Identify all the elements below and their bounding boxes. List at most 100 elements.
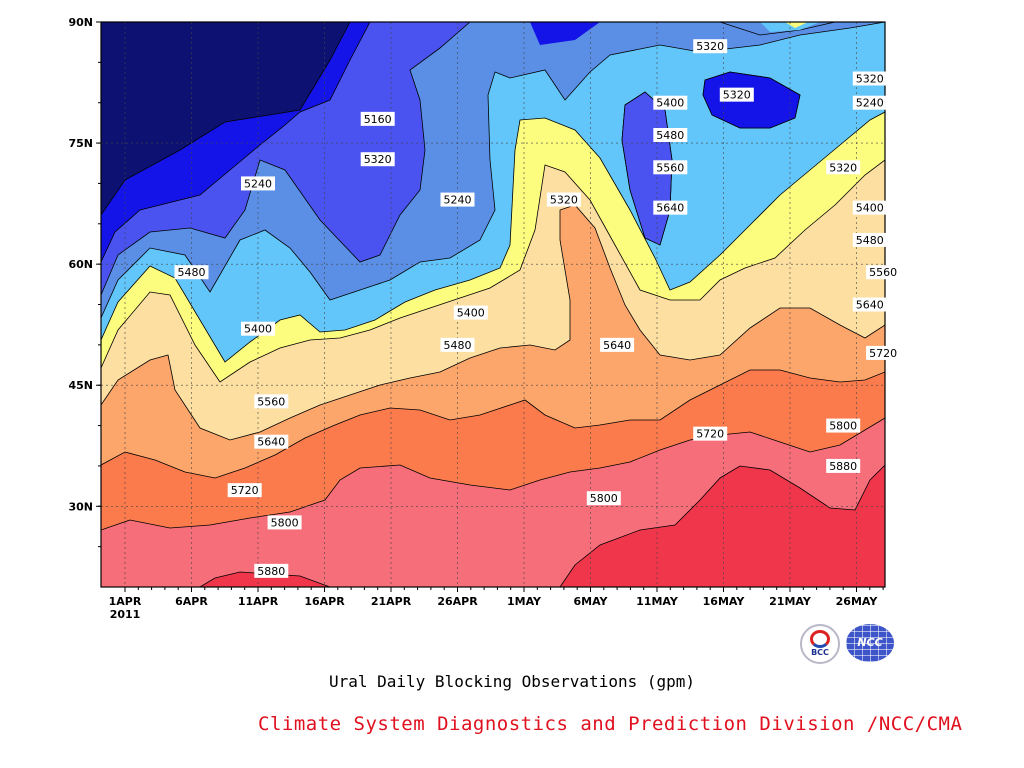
svg-text:5640: 5640 — [603, 339, 631, 352]
contour-value-label: 5560 — [254, 394, 289, 409]
contour-value-label: 5240 — [852, 95, 887, 110]
svg-text:5480: 5480 — [856, 234, 884, 247]
svg-text:5320: 5320 — [856, 73, 884, 86]
y-tick-label: 75N — [68, 137, 93, 150]
svg-text:5560: 5560 — [869, 266, 897, 279]
svg-text:5400: 5400 — [244, 323, 272, 336]
contour-value-label: 5800 — [586, 491, 621, 506]
axis-ticks — [96, 21, 884, 592]
contour-value-label: 5640 — [852, 297, 887, 312]
contour-value-label: 5320 — [693, 39, 728, 54]
svg-text:5720: 5720 — [231, 484, 259, 497]
x-tick-label: 21APR — [371, 595, 412, 608]
contour-labels: 5160 5240 5320 5240 5320 5320 5320 5400 5480 5560… — [174, 39, 901, 578]
svg-text:5400: 5400 — [656, 97, 684, 110]
contour-value-label: 5720 — [227, 483, 262, 498]
contour-value-label: 5560 — [653, 160, 688, 175]
svg-text:5800: 5800 — [271, 516, 299, 529]
x-tick-label: 1APR — [109, 595, 142, 608]
contour-value-label: 5800 — [267, 515, 302, 530]
contour-value-label: 5320 — [826, 160, 861, 175]
x-tick-label: 16APR — [304, 595, 345, 608]
y-tick-label: 30N — [68, 500, 93, 513]
contour-value-label: 5720 — [693, 426, 728, 441]
svg-text:5400: 5400 — [457, 307, 485, 320]
contour-value-label: 5320 — [360, 152, 395, 167]
blob-top-inner — [785, 22, 808, 28]
contour-value-label: 5800 — [826, 418, 861, 433]
blob-top-dark — [530, 22, 600, 45]
contour-value-label: 5160 — [360, 111, 395, 126]
contour-value-label: 5320 — [546, 192, 581, 207]
contour-value-label: 5240 — [241, 176, 275, 191]
x-tick-label: 6MAY — [573, 595, 608, 608]
contour-value-label: 5880 — [826, 458, 861, 473]
contour-value-label: 5240 — [440, 192, 475, 207]
y-tick-label: 60N — [68, 258, 93, 271]
svg-text:5720: 5720 — [696, 428, 724, 441]
svg-text:5320: 5320 — [364, 153, 392, 166]
contour-value-label: 5640 — [254, 434, 289, 449]
x-tick-label: 26APR — [437, 595, 478, 608]
bcc-logo: BCC — [800, 624, 840, 664]
svg-text:5320: 5320 — [550, 194, 578, 207]
y-axis-labels: 30N 45N 60N 75N 90N — [68, 16, 93, 513]
svg-text:5240: 5240 — [444, 194, 472, 207]
svg-text:5240: 5240 — [856, 97, 884, 110]
y-tick-label: 45N — [68, 379, 93, 392]
svg-text:5400: 5400 — [856, 202, 884, 215]
x-tick-label: 6APR — [175, 595, 208, 608]
svg-text:5240: 5240 — [244, 177, 272, 190]
contour-value-label: 5880 — [254, 563, 289, 578]
contour-value-label: 5480 — [852, 232, 887, 247]
ncc-logo: NCC — [846, 624, 894, 662]
svg-text:5320: 5320 — [723, 89, 751, 102]
x-tick-label: 26MAY — [836, 595, 879, 608]
contour-value-label: 5640 — [600, 337, 635, 352]
ncc-logo-text: NCC — [857, 636, 883, 649]
y-tick-label: 90N — [68, 16, 93, 29]
globe-grid-icon — [846, 624, 894, 662]
bcc-ring-icon — [810, 630, 830, 648]
svg-text:5320: 5320 — [696, 40, 724, 53]
svg-text:5880: 5880 — [829, 460, 857, 473]
svg-text:5800: 5800 — [829, 420, 857, 433]
contour-value-label: 5640 — [653, 200, 688, 215]
contour-value-label: 5560 — [866, 265, 901, 280]
x-tick-label: 11APR — [238, 595, 279, 608]
contour-value-label: 5480 — [174, 265, 209, 280]
chart-title: Ural Daily Blocking Observations (gpm) — [328, 672, 696, 691]
svg-text:5560: 5560 — [257, 395, 285, 408]
contour-value-label: 5480 — [653, 128, 688, 142]
svg-text:5720: 5720 — [869, 347, 897, 360]
svg-text:5480: 5480 — [656, 129, 684, 142]
contour-value-label: 5400 — [453, 305, 488, 320]
svg-text:5560: 5560 — [656, 161, 684, 174]
source-credit: Climate System Diagnostics and Predictio… — [258, 713, 963, 735]
svg-text:5640: 5640 — [856, 299, 884, 312]
contour-value-label: 5320 — [852, 71, 887, 86]
plot-area — [101, 22, 885, 587]
grid-lines — [101, 22, 885, 587]
contour-value-label: 5400 — [241, 321, 275, 336]
contour-value-label: 5720 — [866, 345, 901, 360]
contour-lines — [101, 22, 885, 587]
svg-text:5640: 5640 — [257, 436, 285, 449]
bcc-logo-text: BCC — [811, 648, 829, 657]
svg-text:5800: 5800 — [590, 492, 618, 505]
svg-text:5320: 5320 — [829, 161, 857, 174]
x-year-label: 2011 — [110, 608, 141, 621]
svg-text:5640: 5640 — [656, 202, 684, 215]
svg-text:5160: 5160 — [364, 113, 392, 126]
svg-text:5880: 5880 — [257, 565, 285, 578]
band-above-5880 — [200, 465, 885, 587]
contour-value-label: 5480 — [440, 337, 475, 352]
x-tick-label: 16MAY — [703, 595, 746, 608]
x-tick-label: 1MAY — [507, 595, 542, 608]
contour-value-label: 5320 — [719, 87, 754, 102]
svg-text:5480: 5480 — [178, 266, 206, 279]
contour-value-label: 5400 — [852, 200, 887, 215]
contour-value-label: 5400 — [653, 95, 688, 110]
x-axis-labels: 1APR 6APR 11APR 16APR 21APR 26APR 1MAY 6MAY 11MA… — [109, 595, 879, 621]
